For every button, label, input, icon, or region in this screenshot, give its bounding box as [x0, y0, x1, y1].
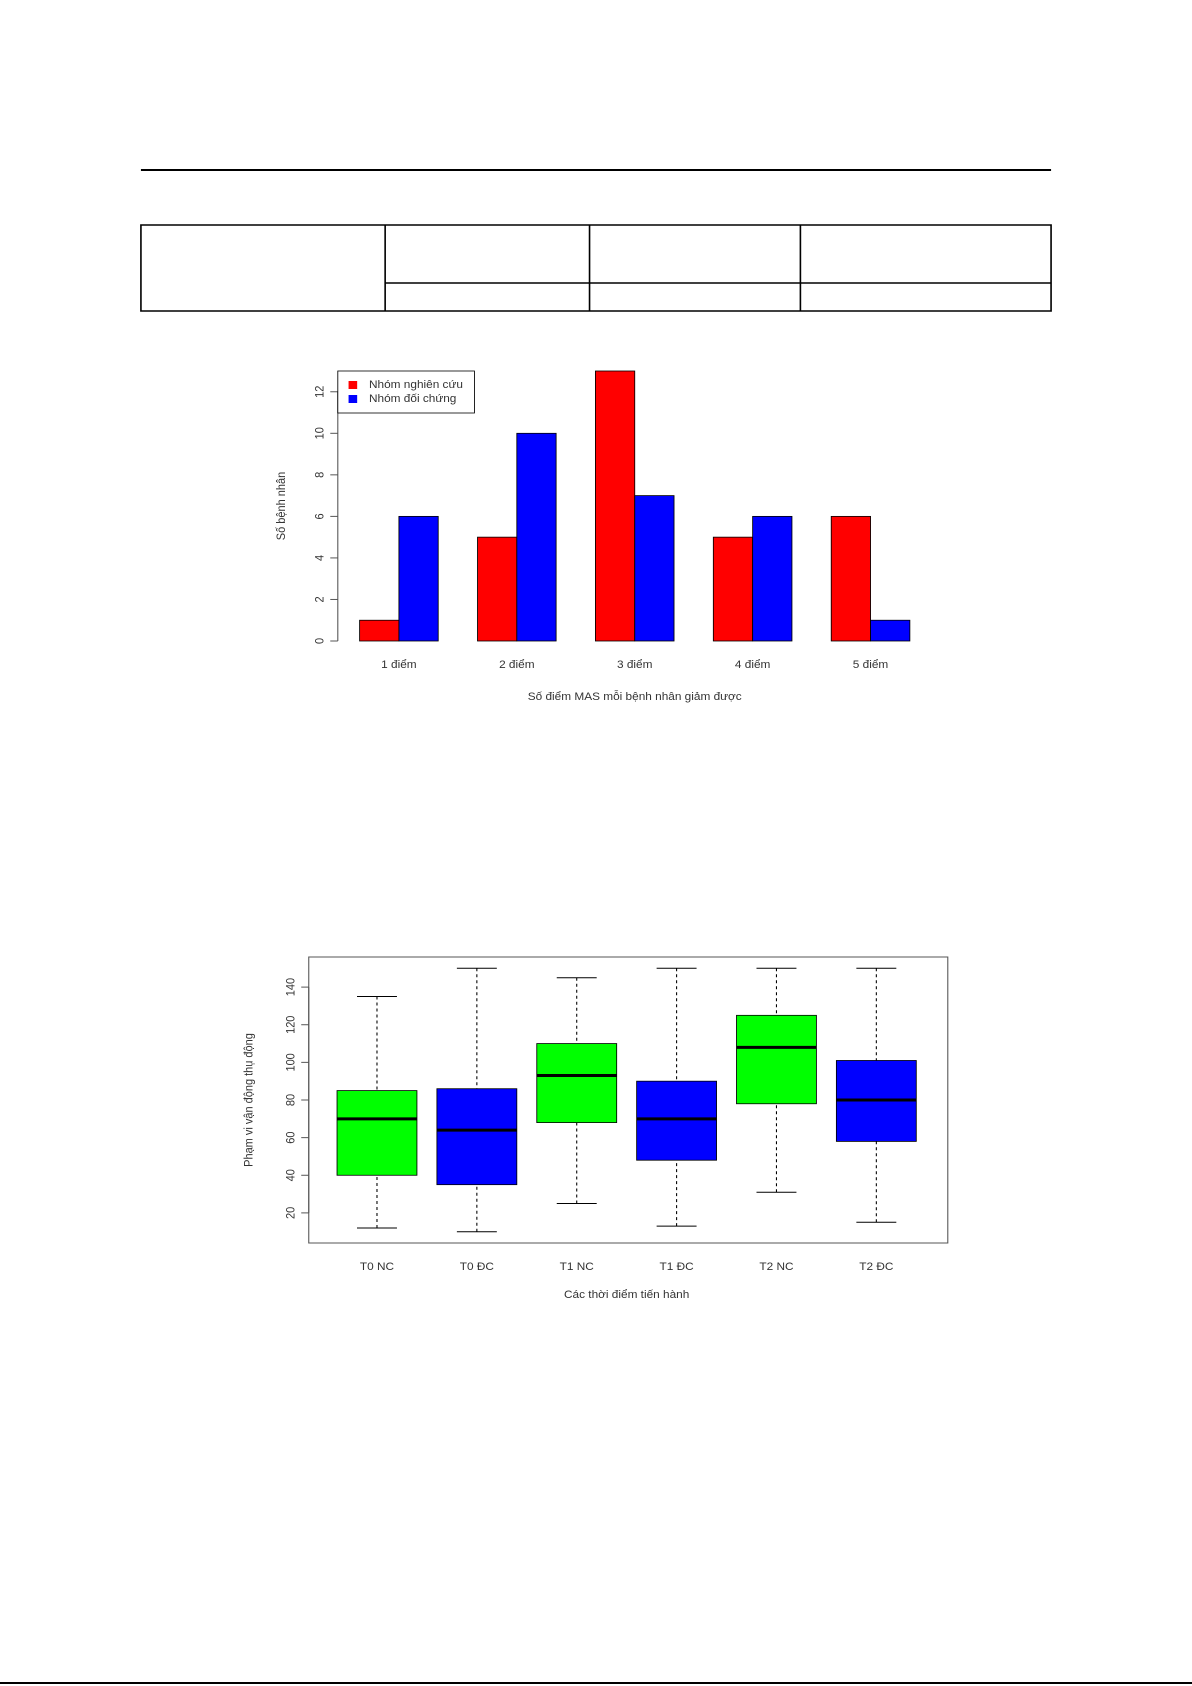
x-tick-label: 1 điểm	[381, 659, 416, 671]
x-tick-label: T2 ĐC	[859, 1261, 893, 1273]
bar	[516, 432, 557, 642]
y-tick-label: 60	[285, 1132, 297, 1144]
x-tick-label: 5 điểm	[853, 659, 888, 671]
legend-label: Nhóm nghiên cứu	[369, 379, 463, 391]
x-tick-label: T0 NC	[360, 1261, 394, 1273]
box	[436, 1088, 518, 1186]
y-axis-label: Phạm vi vận động thụ động	[243, 1033, 255, 1167]
x-tick-label: 3 điểm	[617, 659, 652, 671]
x-axis-label: Số điểm MAS mỗi bệnh nhân giảm được	[528, 690, 742, 703]
y-tick-label: 40	[285, 1169, 297, 1181]
bar	[830, 515, 871, 642]
x-tick-label: T2 NC	[759, 1261, 793, 1273]
y-tick-label: 6	[314, 513, 326, 519]
legend-label: Nhóm đối chứng	[369, 393, 456, 405]
box	[736, 1014, 817, 1105]
empty-table	[140, 224, 1052, 312]
x-tick-label: T0 ĐC	[460, 1261, 494, 1273]
bar	[477, 536, 518, 642]
x-tick-label: 2 điểm	[499, 659, 534, 671]
y-axis-label: Số bệnh nhân	[276, 472, 288, 540]
y-tick-label: 12	[314, 386, 326, 398]
bar	[870, 619, 911, 642]
y-tick-label: 10	[314, 427, 326, 439]
bar	[359, 619, 400, 642]
legend-box	[337, 370, 475, 414]
x-tick-label: 4 điểm	[735, 659, 770, 671]
y-tick-label: 80	[285, 1094, 297, 1106]
bar	[752, 515, 793, 642]
y-tick-label: 2	[314, 596, 326, 602]
y-tick-label: 140	[285, 978, 297, 996]
bar	[712, 536, 754, 642]
y-tick-label: 8	[314, 472, 326, 478]
y-tick-label: 120	[285, 1016, 297, 1034]
box	[636, 1080, 717, 1161]
y-tick-label: 20	[285, 1207, 297, 1219]
y-tick-label: 4	[314, 554, 326, 561]
bar	[634, 495, 675, 642]
legend-swatch	[348, 395, 358, 403]
box	[536, 1043, 618, 1123]
bar	[594, 370, 636, 642]
box	[336, 1090, 418, 1176]
bar	[398, 515, 439, 642]
x-tick-label: T1 NC	[560, 1261, 594, 1273]
y-tick-label: 100	[285, 1053, 297, 1071]
x-axis-label: Các thời điểm tiến hành	[564, 1289, 689, 1301]
y-tick-label: 0	[314, 638, 326, 644]
x-tick-label: T1 ĐC	[660, 1261, 694, 1273]
legend-swatch	[348, 381, 358, 389]
